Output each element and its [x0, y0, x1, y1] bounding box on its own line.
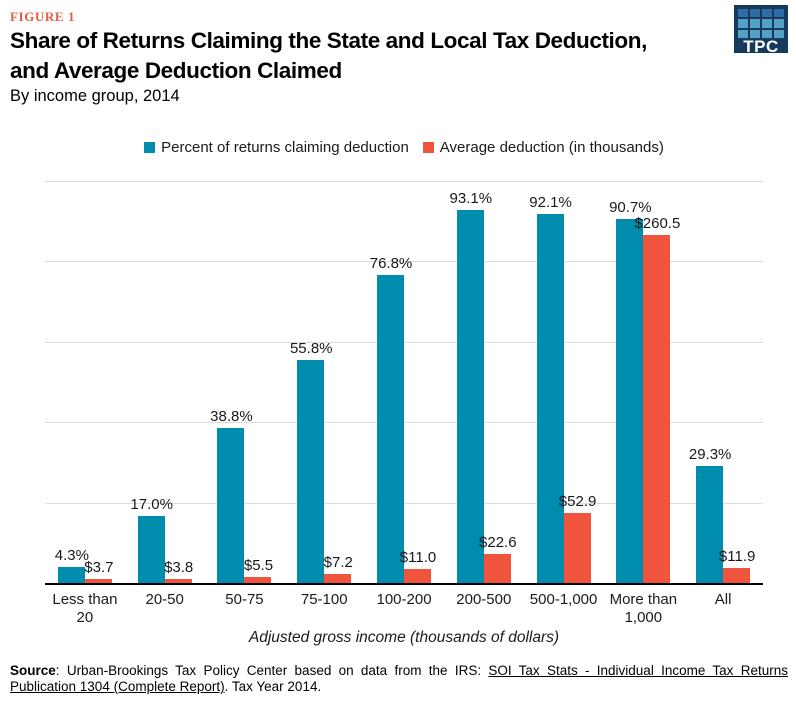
x-axis-category-label: 500-1,000: [529, 591, 598, 608]
chart-subtitle: By income group, 2014: [10, 87, 180, 105]
bar-percent: [217, 428, 245, 584]
bar-group: 76.8% $11.0: [364, 182, 444, 584]
bar-average-value-label: $11.9: [718, 548, 756, 566]
bar-percent: [616, 219, 644, 584]
bar-group: 55.8% $7.2: [284, 182, 364, 584]
x-axis-category-label: More than 1,000: [609, 591, 678, 626]
tpc-logo-square: [738, 19, 748, 28]
bar-average-value-label: $7.2: [323, 554, 353, 572]
x-axis-category-label: 20-50: [145, 591, 184, 608]
chart-title: Share of Returns Claiming the State and …: [10, 26, 730, 86]
bar-average: [404, 569, 432, 584]
bar-average-value-label: $22.6: [479, 533, 517, 551]
tpc-logo-square: [738, 29, 748, 38]
bar-average-value-label: $260.5: [634, 214, 681, 232]
chart-title-line2: and Average Deduction Claimed: [10, 58, 342, 83]
bar-percent: [57, 566, 85, 584]
bar-groups: 4.3% $3.7 17.0% $3.8 38.8% $5.5 55.8% $7.2 76.8%…: [45, 182, 763, 584]
tpc-logo-square: [762, 9, 772, 18]
tpc-logo-square: [774, 19, 784, 28]
bar-percent: [377, 275, 405, 584]
tpc-logo-square: [750, 29, 760, 38]
plot-area: 4.3% $3.7 17.0% $3.8 38.8% $5.5 55.8% $7.2 76.8%…: [45, 181, 763, 585]
bar-percent: [297, 359, 325, 584]
x-axis-category-label: All: [714, 591, 732, 608]
tpc-logo-text: TPC: [743, 37, 779, 56]
bar-group: 38.8% $5.5: [205, 182, 285, 584]
x-axis-category-label: 100-200: [376, 591, 432, 608]
chart-title-line1: Share of Returns Claiming the State and …: [10, 28, 647, 53]
bar-percent-value-label: 93.1%: [449, 189, 493, 207]
gridline-80: [45, 261, 763, 263]
legend-item-average: Average deduction (in thousands): [422, 139, 664, 156]
x-axis-title: Adjusted gross income (thousands of doll…: [248, 629, 560, 646]
legend-label-percent: Percent of returns claiming deduction: [161, 139, 409, 156]
x-axis-category-label: 75-100: [300, 591, 348, 608]
legend: Percent of returns claiming deduction Av…: [45, 139, 763, 156]
bar-average: [563, 513, 591, 584]
x-axis-category-label: 200-500: [456, 591, 512, 608]
bar-group: 29.3% $11.9: [683, 182, 763, 584]
tpc-logo: TPC: [734, 5, 788, 56]
bar-average: [164, 578, 192, 584]
bar-percent-value-label: 29.3%: [688, 446, 732, 464]
bar-percent-value-label: 55.8%: [289, 339, 333, 357]
tpc-logo-grid-icon: [738, 9, 784, 38]
bar-group: 92.1% $52.9: [524, 182, 604, 584]
bar-average-value-label: $3.7: [84, 559, 114, 577]
x-axis-category-label: Less than 20: [52, 591, 118, 626]
legend-label-average: Average deduction (in thousands): [439, 139, 664, 156]
bar-average-value-label: $11.0: [399, 549, 437, 567]
bar-percent: [696, 466, 724, 584]
bar-group: 17.0% $3.8: [125, 182, 205, 584]
bar-group: 90.7% $260.5: [603, 182, 683, 584]
x-axis-line: [45, 583, 763, 585]
bar-average: [324, 574, 352, 584]
tpc-logo-square: [774, 29, 784, 38]
tpc-logo-square: [774, 9, 784, 18]
bar-percent: [456, 209, 484, 584]
bar-average-value-label: $3.8: [164, 558, 194, 576]
source-note: Source: Urban-Brookings Tax Policy Cente…: [10, 663, 788, 695]
legend-swatch-average-icon: [422, 142, 434, 153]
source-link[interactable]: SOI Tax Stats - Individual Income Tax Re…: [10, 663, 788, 694]
x-axis-labels: Less than 20 20-50 50-75 75-100 100-200 200-5…: [45, 591, 763, 627]
bar-average: [723, 568, 751, 584]
gridline-100: [45, 181, 763, 182]
source-suffix: . Tax Year 2014.: [224, 679, 322, 694]
bar-average: [643, 234, 671, 584]
tpc-logo-square: [762, 29, 772, 38]
bar-percent-value-label: 92.1%: [529, 193, 572, 211]
bar-percent-value-label: 17.0%: [130, 495, 173, 513]
source-label: Source: [10, 663, 56, 678]
bar-percent-value-label: 90.7%: [609, 199, 652, 217]
bar-average: [483, 553, 511, 584]
bar-percent-value-label: 4.3%: [54, 546, 89, 564]
bar-average-value-label: $5.5: [243, 556, 274, 574]
legend-item-percent: Percent of returns claiming deduction: [144, 139, 409, 156]
bar-percent: [536, 213, 564, 584]
bar-percent-value-label: 38.8%: [210, 408, 253, 426]
legend-swatch-percent-icon: [144, 142, 156, 153]
bar-average: [244, 576, 272, 584]
bar-group: 4.3% $3.7: [45, 182, 125, 584]
source-text: : Urban-Brookings Tax Policy Center base…: [55, 663, 489, 678]
x-axis-category-label: 50-75: [225, 591, 264, 608]
tpc-logo-square: [738, 9, 748, 18]
tpc-logo-square: [750, 9, 760, 18]
tpc-logo-square: [762, 19, 772, 28]
bar-average-value-label: $52.9: [558, 493, 597, 511]
figure-label: FIGURE 1: [10, 9, 76, 24]
bar-group: 93.1% $22.6: [444, 182, 524, 584]
bar-percent-value-label: 76.8%: [369, 255, 413, 273]
tpc-logo-square: [750, 19, 760, 28]
bar-average: [84, 579, 112, 584]
bar-percent: [137, 515, 165, 584]
